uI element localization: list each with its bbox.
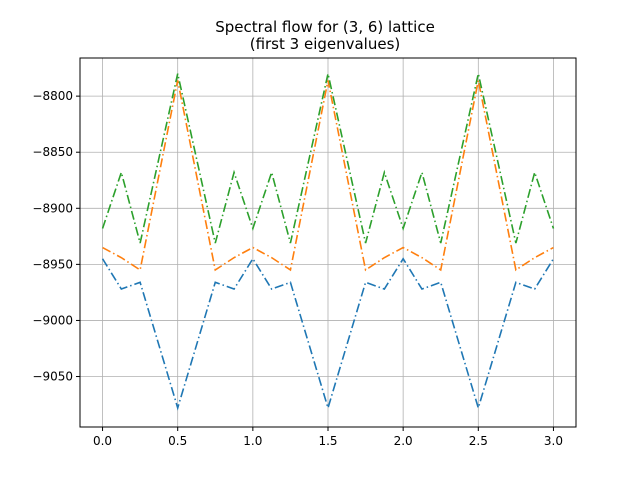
y-tick-label: −9000 [32,313,73,327]
x-tick-label: 3.0 [544,434,563,448]
x-tick-label: 0.5 [168,434,187,448]
x-tick-label: 0.0 [93,434,112,448]
y-tick-label: −8900 [32,201,73,215]
series-line-1 [101,257,555,411]
chart-subtitle: (first 3 eigenvalues) [250,35,401,53]
x-tick-label: 2.0 [394,434,413,448]
grid [80,58,576,427]
y-tick-label: −8950 [32,257,73,271]
x-tick-label: 1.5 [318,434,337,448]
y-tick-label: −9050 [32,370,73,384]
x-tick-label: 1.0 [243,434,262,448]
series-line-3 [101,73,555,244]
ticks: 0.0 0.5 1.0 1.5 2.0 2.5 3.0 −8800 −8850 −8900 −895… [32,89,563,448]
x-tick-label: 2.5 [469,434,488,448]
chart-title: Spectral flow for (3, 6) lattice [215,18,435,36]
series-group [101,73,555,411]
y-tick-label: −8850 [32,145,73,159]
series-line-2 [102,80,554,272]
y-tick-label: −8800 [32,89,73,103]
